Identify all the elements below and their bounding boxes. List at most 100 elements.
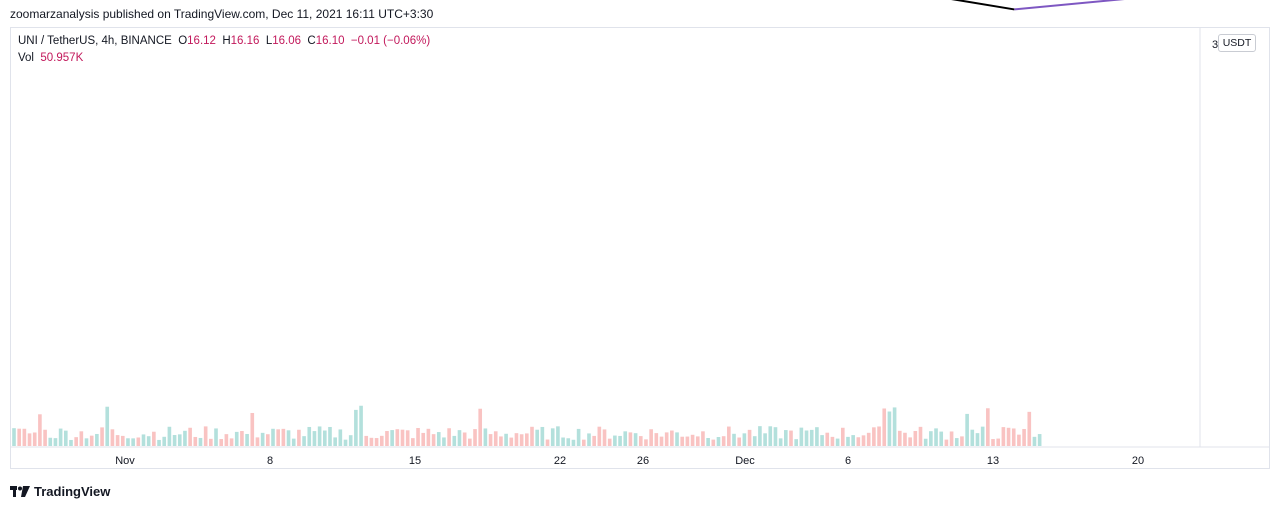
volume-bar [38,414,42,446]
volume-bar [732,433,736,446]
footer: TradingView [10,484,110,499]
volume-bar [685,436,690,446]
volume-bar [799,427,804,446]
volume-bar [209,438,213,446]
volume-bar [183,430,187,446]
volume-bar [416,428,420,446]
volume-bar [110,429,115,446]
volume-bar [882,408,887,446]
volume-bar [970,429,975,446]
volume-bar [758,426,762,446]
volume-bar [649,429,653,446]
volume-bar [804,430,809,446]
volume-bar [193,436,198,446]
volume-bar [452,435,457,446]
volume-bar [229,438,234,446]
volume-bar [172,435,177,446]
volume-bar [281,428,286,446]
chart-frame [10,27,1270,469]
volume-bar [835,438,840,446]
volume-bar [996,438,1001,446]
volume-bar [742,433,747,446]
volume-label: Vol [18,52,34,64]
volume-bar [302,436,306,446]
volume-bar [929,431,933,446]
volume-bar [778,438,783,446]
volume-bar [815,427,819,446]
volume-bar [48,437,53,446]
volume-bar [379,435,384,446]
volume-bar [162,436,167,446]
volume-bar [711,439,716,446]
volume-bar [576,428,581,446]
volume-bar [1032,436,1037,446]
open-value: 16.12 [187,35,216,47]
volume-bar [851,435,855,446]
volume-bar [784,430,788,446]
volume-bar [250,412,255,446]
volume-bar [923,438,928,446]
volume-bar [644,439,648,446]
volume-bar [763,433,767,446]
volume-bar [664,432,669,446]
volume-bar [566,438,571,446]
volume-bar [167,426,172,446]
volume-bar [79,431,84,446]
currency-button[interactable]: USDT [1218,34,1256,52]
volume-bar [794,439,798,446]
volume-bar [53,438,58,446]
volume-bar [219,439,224,446]
volume-bar [918,426,923,446]
volume-bar [825,432,830,446]
volume-bar [312,431,317,446]
volume-bar [395,429,400,446]
volume-bar [74,437,78,446]
volume-bar [613,435,617,446]
volume-bar [530,426,534,446]
x-tick-label: 22 [554,455,566,467]
volume-bar [986,408,990,446]
volume-bar [840,427,845,446]
close-label: C [307,35,316,47]
volume-bar [618,435,622,446]
volume-bar [623,431,628,446]
volume-bar [245,433,249,446]
volume-bar [939,431,944,446]
volume-bar [462,432,467,446]
volume-bar [69,439,73,446]
volume-bar [892,407,897,446]
volume-bar [903,432,907,446]
volume-bar [95,433,99,446]
volume-bar [597,426,602,446]
volume-bar [390,430,394,446]
volume-bar [260,432,265,446]
volume-bar [271,428,275,446]
x-tick-label: 8 [267,455,273,467]
x-tick-label: 6 [845,455,851,467]
symbol-label[interactable]: UNI / TetherUS, 4h, BINANCE [18,35,172,47]
volume-bar [897,430,902,446]
volume-bar [545,439,550,446]
volume-bar [385,431,389,446]
x-tick-label: Nov [115,455,135,467]
volume-bar [17,428,21,446]
volume-bar [224,434,229,446]
volume-bar [690,434,695,446]
volume-bar [411,438,415,446]
volume-bar [442,437,446,446]
channel-lower-line[interactable] [270,0,1015,11]
volume-bar [727,426,731,446]
volume-bar [405,430,410,446]
volume-bar [483,428,488,446]
volume-bar [400,429,405,446]
volume-bar [136,437,141,446]
volume-bar [675,432,679,446]
volume-value: 50.957K [40,52,84,64]
volume-bar [27,433,32,446]
x-tick-label: Dec [735,455,755,467]
volume-bar [592,435,596,446]
footer-brand[interactable]: TradingView [34,484,111,499]
projection-line[interactable] [1014,0,1180,11]
volume-bar [343,439,348,446]
